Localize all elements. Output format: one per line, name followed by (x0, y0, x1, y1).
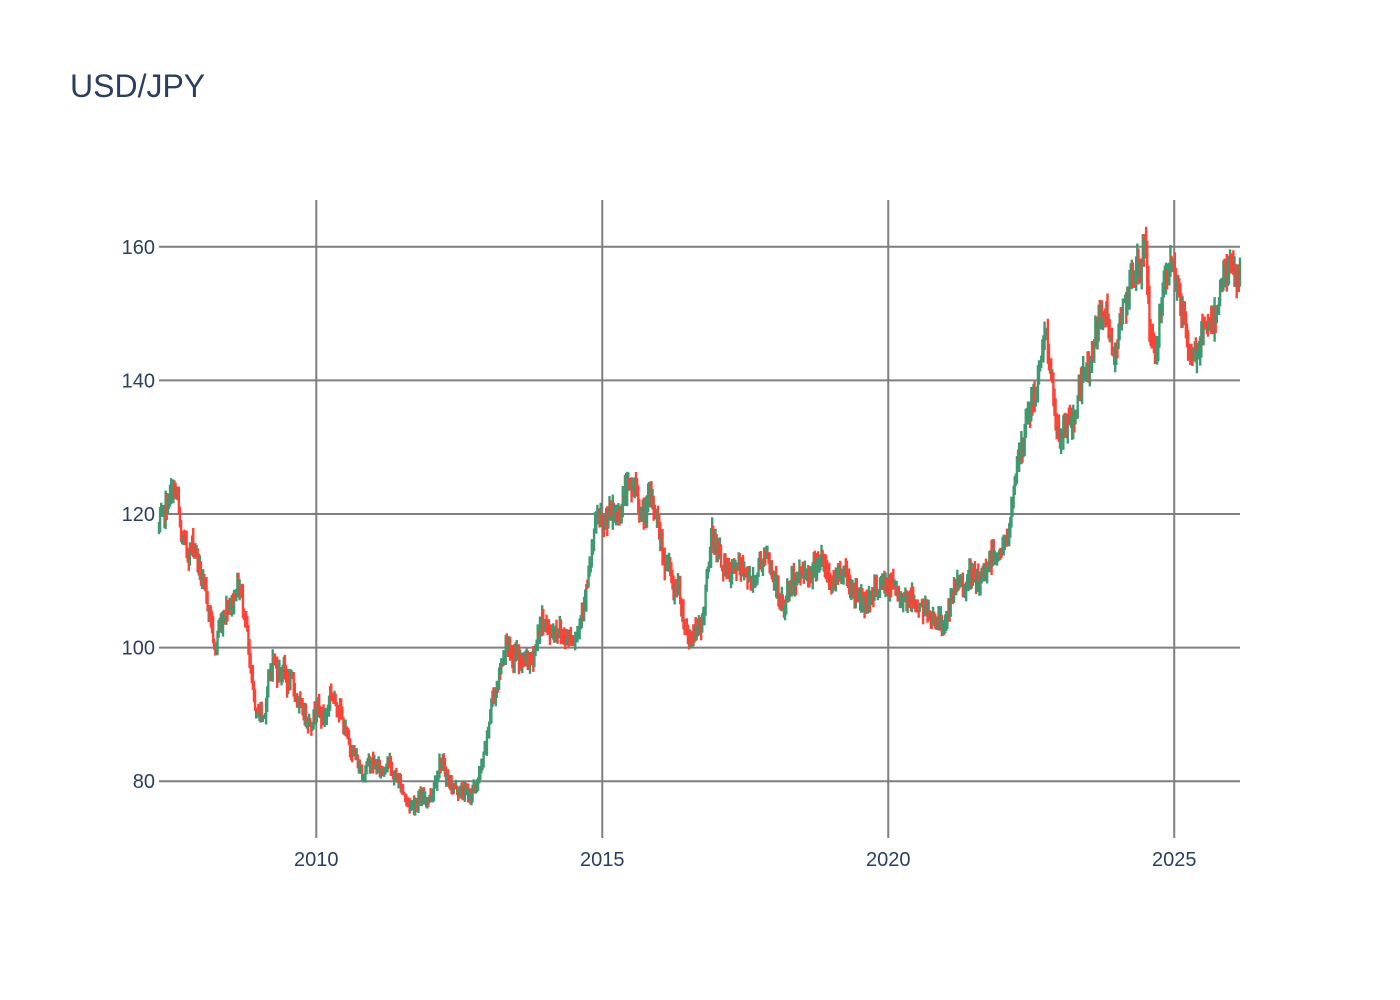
y-tick-label: 80 (133, 771, 155, 793)
x-tick-label: 2010 (294, 849, 339, 871)
x-tick-label: 2020 (866, 849, 911, 871)
y-tick-label: 160 (122, 237, 155, 259)
grid (159, 200, 1240, 838)
y-tick-label: 140 (122, 370, 155, 392)
x-axis-ticks: 2010 2015 2020 2025 (294, 849, 1196, 871)
y-tick-label: 100 (122, 638, 155, 660)
y-axis-ticks: 80 100 120 140 160 (122, 237, 155, 793)
x-tick-label: 2025 (1152, 849, 1197, 871)
candles (157, 226, 1242, 816)
y-tick-label: 120 (122, 504, 155, 526)
x-tick-label: 2015 (580, 849, 625, 871)
chart-title: USD/JPY (70, 68, 206, 104)
